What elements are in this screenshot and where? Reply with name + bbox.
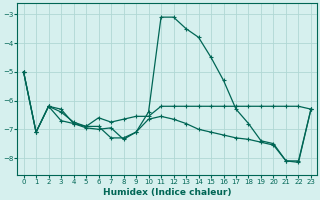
- X-axis label: Humidex (Indice chaleur): Humidex (Indice chaleur): [103, 188, 232, 197]
